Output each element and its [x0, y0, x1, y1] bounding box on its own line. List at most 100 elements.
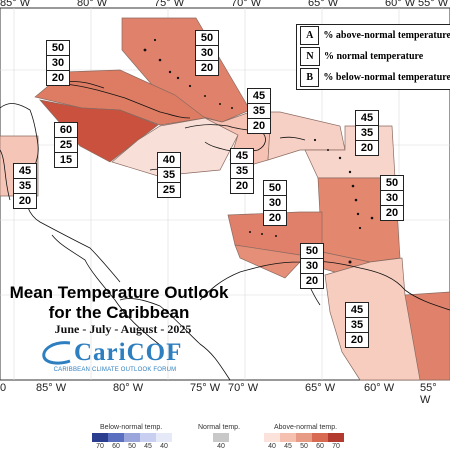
- normal-value: 35: [14, 179, 36, 194]
- colorbar-below-swatch: [108, 433, 124, 442]
- colorbar-normal-swatch: [213, 433, 229, 442]
- colorbar-below-tick: 40: [160, 443, 168, 450]
- colorbar-above-tick: 40: [268, 443, 276, 450]
- colorbar-above-tick: 50: [300, 443, 308, 450]
- above-normal-value: 45: [248, 89, 270, 104]
- below-normal-value: 20: [252, 120, 266, 132]
- above-normal-value: 60: [55, 123, 77, 138]
- longitude-label: 60° W: [385, 0, 416, 9]
- colorbar-above-swatch: [264, 433, 280, 442]
- colorbar-below-tick: 70: [96, 443, 104, 450]
- probability-box-windwards: 50 30 20: [380, 175, 404, 221]
- logo-subtitle: CARIBBEAN CLIMATE OUTLOOK FORUM: [53, 367, 177, 373]
- colorbar-below-swatch: [92, 433, 108, 442]
- normal-value: 30: [301, 259, 323, 274]
- below-normal-value: 15: [59, 154, 73, 166]
- colorbar-below-title: Below-normal temp.: [100, 424, 163, 431]
- colorbar-above-swatch: [296, 433, 312, 442]
- map-title-line2: for the Caribbean: [48, 303, 190, 322]
- colorbar-above-swatch: [312, 433, 328, 442]
- above-normal-value: 50: [264, 181, 286, 196]
- region-guianas-east: [404, 291, 450, 381]
- normal-value: 35: [346, 318, 368, 333]
- legend-text: % above-normal temperature: [323, 30, 450, 41]
- below-normal-value: 20: [360, 142, 374, 154]
- legend-row-below: B % below-normal temperature: [297, 67, 450, 88]
- map-title-line1: Mean Temperature Outlook: [9, 283, 229, 302]
- colorbar-above-tick: 60: [316, 443, 324, 450]
- colorbar-below-tick: 50: [128, 443, 136, 450]
- longitude-label-bottom: 85° W: [36, 382, 67, 394]
- legend-key-letter: N: [300, 47, 320, 66]
- map-subtitle: June - July - August - 2025: [54, 322, 192, 336]
- longitude-label: 55° W: [418, 0, 449, 9]
- longitude-label-bottom: 80° W: [113, 382, 144, 394]
- legend-key-letter: A: [300, 26, 320, 45]
- caricof-logo: CariCOF CARIBBEAN CLIMATE OUTLOOK FORUM: [40, 339, 190, 375]
- legend-row-above: A % above-normal temperature: [297, 25, 450, 46]
- longitude-label: 65° W: [308, 0, 339, 9]
- above-normal-value: 50: [47, 41, 69, 56]
- normal-value: 35: [231, 164, 253, 179]
- legend-text: % normal temperature: [324, 51, 424, 62]
- longitude-label-bottom: 60° W: [364, 382, 395, 394]
- probability-box-abc: 50 30 20: [263, 180, 287, 226]
- probability-box-cuba: 50 30 20: [46, 40, 70, 86]
- probability-box-jamaica: 40 35 25: [157, 152, 181, 198]
- region-central-america: [39, 99, 159, 163]
- colorbar-below-tick: 45: [144, 443, 152, 450]
- probability-box-central-america: 60 25 15: [54, 122, 78, 168]
- longitude-label-bottom: 75° W: [190, 382, 221, 394]
- longitude-label: 70° W: [231, 0, 262, 9]
- longitude-label: 85° W: [0, 0, 31, 9]
- below-normal-value: 20: [200, 62, 214, 74]
- normal-value: 30: [381, 191, 403, 206]
- colorbar-above-swatch: [280, 433, 296, 442]
- legend-key: A % above-normal temperature N % normal …: [296, 24, 450, 90]
- legend-text: % below-normal temperature: [323, 72, 450, 83]
- above-normal-value: 50: [196, 31, 218, 46]
- below-normal-value: 20: [18, 195, 32, 207]
- below-normal-value: 25: [162, 184, 176, 196]
- normal-value: 25: [55, 138, 77, 153]
- longitude-label-bottom: 65° W: [305, 382, 336, 394]
- longitude-label-bottom: 55° W: [420, 382, 437, 406]
- colorbar-normal-tick: 40: [217, 443, 225, 450]
- probability-box-leewards: 45 35 20: [355, 110, 379, 156]
- colorbar-below-swatch: [140, 433, 156, 442]
- above-normal-value: 50: [301, 244, 323, 259]
- below-normal-value: 20: [51, 72, 65, 84]
- longitude-label-bottom: 70° W: [228, 382, 259, 394]
- above-normal-value: 45: [14, 164, 36, 179]
- probability-box-south-america: 45 35 20: [345, 302, 369, 348]
- below-normal-value: 20: [235, 180, 249, 192]
- above-normal-value: 40: [158, 153, 180, 168]
- colorbar-above-tick: 70: [332, 443, 340, 450]
- above-normal-value: 45: [346, 303, 368, 318]
- longitude-label: 75° W: [154, 0, 185, 9]
- probability-box-bahamas: 50 30 20: [195, 30, 219, 76]
- below-normal-value: 20: [385, 207, 399, 219]
- probability-box-hispaniola-west: 45 35 20: [247, 88, 271, 134]
- logo-swoosh-icon: [42, 341, 71, 365]
- legend-key-letter: B: [300, 68, 320, 87]
- probability-box-hispaniola-east: 45 35 20: [230, 148, 254, 194]
- above-normal-value: 50: [381, 176, 403, 191]
- probability-box-trinidad: 50 30 20: [300, 243, 324, 289]
- longitude-label-bottom: 0: [0, 382, 7, 394]
- islands: [143, 38, 374, 264]
- normal-value: 35: [158, 168, 180, 183]
- legend-row-normal: N % normal temperature: [297, 46, 450, 67]
- probability-box-yucatan: 45 35 20: [13, 163, 37, 209]
- colorbar-above-swatch: [328, 433, 344, 442]
- normal-value: 30: [47, 56, 69, 71]
- colorbar-below-tick: 60: [112, 443, 120, 450]
- normal-value: 30: [196, 46, 218, 61]
- colorbar-below-swatch: [156, 433, 172, 442]
- below-normal-value: 20: [305, 275, 319, 287]
- colorbar-above-title: Above-normal temp.: [274, 424, 338, 431]
- normal-value: 30: [264, 196, 286, 211]
- normal-value: 35: [248, 104, 270, 119]
- colorbar-normal-title: Normal temp.: [198, 424, 241, 431]
- normal-value: 35: [356, 126, 378, 141]
